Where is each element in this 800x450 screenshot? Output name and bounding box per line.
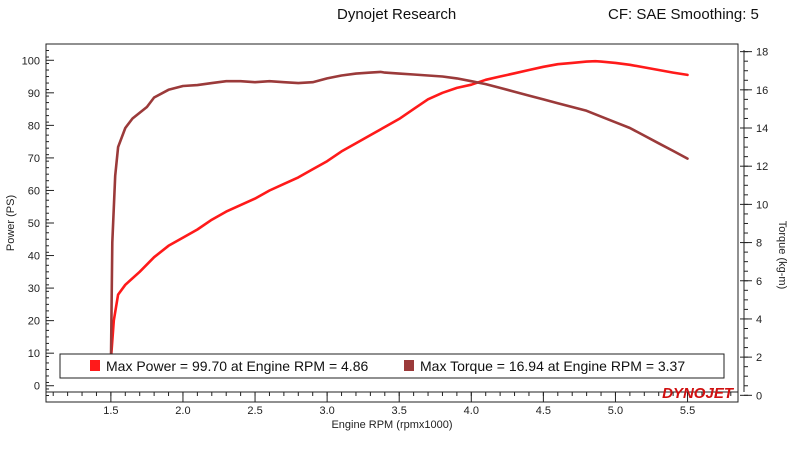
- chart-title: Dynojet Research: [337, 6, 457, 23]
- right-tick-label: 6: [756, 276, 762, 288]
- x-tick-label: 3.0: [319, 405, 334, 417]
- legend: Max Power = 99.70 at Engine RPM = 4.86 M…: [59, 353, 725, 379]
- left-tick-label: 90: [28, 88, 40, 100]
- left-tick-label: 10: [28, 348, 40, 360]
- right-axis-ticks: 0 2 4 6 8 10 12 14 16 18: [740, 47, 768, 402]
- left-tick-label: 40: [28, 251, 40, 263]
- plot-frame: [45, 43, 739, 403]
- x-tick-label: 2.5: [247, 405, 262, 417]
- right-tick-label: 16: [756, 85, 768, 97]
- series-line-power: [109, 59, 689, 362]
- x-tick-label: 5.5: [680, 405, 695, 417]
- right-tick-label: 0: [756, 390, 762, 402]
- correction-factor-info: CF: SAE Smoothing: 5: [608, 6, 759, 23]
- right-axis-title: Torque (kg-m): [776, 221, 788, 289]
- right-tick-label: 10: [756, 199, 768, 211]
- left-tick-label: 70: [28, 153, 40, 165]
- legend-swatch-torque: [404, 360, 414, 371]
- x-tick-label: 1.5: [103, 405, 118, 417]
- right-tick-label: 2: [756, 352, 762, 364]
- right-tick-label: 12: [756, 161, 768, 173]
- x-tick-label: 3.5: [392, 405, 407, 417]
- legend-box: [59, 353, 725, 379]
- x-tick-label: 5.0: [608, 405, 623, 417]
- legend-label-power: Max Power = 99.70 at Engine RPM = 4.86: [106, 358, 368, 374]
- legend-swatch-power: [90, 360, 100, 371]
- legend-label-torque: Max Torque = 16.94 at Engine RPM = 3.37: [420, 358, 685, 374]
- left-tick-label: 60: [28, 185, 40, 197]
- left-tick-label: 20: [28, 316, 40, 328]
- right-tick-label: 4: [756, 314, 762, 326]
- series-layer: [109, 59, 689, 369]
- left-tick-label: 50: [28, 218, 40, 230]
- left-tick-label: 100: [22, 55, 40, 67]
- x-axis-ticks: 1.5 2.0 2.5 3.0 3.5 4.0 4.5 5.0 5.5: [46, 391, 738, 417]
- dynojet-logo: DYNOJET: [662, 385, 735, 402]
- right-tick-label: 18: [756, 47, 768, 59]
- left-tick-label: 80: [28, 120, 40, 132]
- left-axis-title: Power (PS): [5, 195, 17, 251]
- left-axis-ticks: 0 10 20 30 40 50 60 70 80 90 100: [22, 43, 54, 403]
- x-tick-label: 4.5: [536, 405, 551, 417]
- x-tick-label: 4.0: [464, 405, 479, 417]
- dynojet-logo-text: DYNOJET: [662, 385, 735, 402]
- x-tick-label: 2.0: [175, 405, 190, 417]
- series-line-torque: [109, 70, 689, 369]
- right-tick-label: 14: [756, 123, 768, 135]
- left-tick-label: 30: [28, 283, 40, 295]
- right-tick-label: 8: [756, 238, 762, 250]
- left-tick-label: 0: [34, 381, 40, 393]
- x-axis-title: Engine RPM (rpmx1000): [331, 419, 452, 431]
